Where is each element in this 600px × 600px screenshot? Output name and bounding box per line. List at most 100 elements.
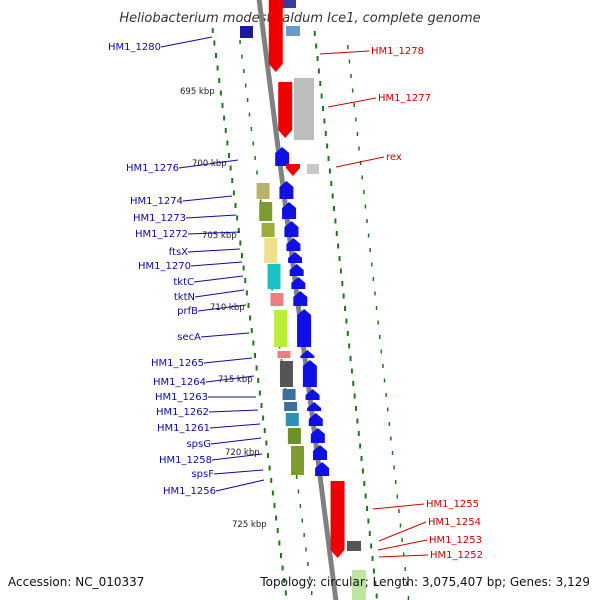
gc-tick	[218, 78, 221, 83]
scale-tick	[256, 170, 258, 175]
forward-arrow	[302, 360, 317, 387]
gene-label[interactable]: rex	[386, 152, 402, 163]
gene-block	[294, 78, 314, 140]
gc-tick	[375, 593, 378, 599]
gc-tick	[276, 528, 279, 533]
label-connector	[211, 453, 263, 461]
scale-tick	[375, 306, 378, 310]
scale-tick	[379, 335, 381, 339]
gene-label[interactable]: ftsX	[169, 247, 188, 258]
scale-tick	[243, 69, 245, 73]
gene-label[interactable]: HM1_1252	[430, 550, 483, 561]
gene-block	[270, 293, 284, 306]
scale-tick	[301, 518, 304, 523]
gene-label[interactable]: HM1_1277	[378, 93, 431, 104]
gc-tick	[245, 290, 248, 296]
gc-tick	[250, 328, 253, 333]
gc-tick	[344, 306, 347, 311]
gc-tick	[211, 28, 214, 33]
gene-label[interactable]: HM1_1272	[135, 229, 188, 240]
gene-label[interactable]: HM1_1254	[428, 517, 481, 528]
map-title: Heliobacterium modesticaldum Ice1, compl…	[119, 11, 480, 26]
scale-tick	[254, 156, 256, 160]
label-connector	[335, 156, 385, 168]
gc-tick	[337, 243, 340, 249]
gene-label[interactable]: HM1_1274	[130, 196, 183, 207]
scale-tick	[377, 320, 379, 325]
gene-label[interactable]: secA	[177, 332, 201, 343]
gene-label[interactable]: spsF	[191, 469, 214, 480]
gc-tick	[265, 440, 268, 446]
gene-label[interactable]: HM1_1280	[108, 42, 161, 53]
gc-tick	[317, 68, 320, 74]
gene-block	[285, 413, 299, 426]
label-connector	[185, 214, 237, 219]
scale-tick	[250, 127, 253, 131]
gene-label[interactable]: HM1_1258	[159, 455, 212, 466]
gc-tick	[244, 278, 247, 283]
gene-label[interactable]: HM1_1262	[156, 407, 209, 418]
scale-tick	[380, 349, 383, 354]
gc-tick	[320, 93, 323, 99]
gene-label[interactable]: prfB	[177, 306, 198, 317]
forward-arrow	[297, 309, 312, 347]
gene-label[interactable]: HM1_1270	[138, 261, 191, 272]
gc-tick	[237, 228, 240, 233]
label-connector	[203, 357, 253, 364]
gene-label[interactable]: HM1_1261	[157, 423, 210, 434]
gene-block	[256, 183, 270, 199]
gc-tick	[353, 393, 356, 399]
kbp-label: 715 kbp	[218, 375, 253, 385]
gene-label[interactable]: HM1_1276	[126, 163, 179, 174]
scale-tick	[295, 475, 298, 479]
gc-tick	[338, 256, 341, 261]
scale-tick	[260, 199, 262, 204]
gene-label[interactable]: HM1_1265	[151, 358, 204, 369]
gc-tick	[322, 106, 325, 111]
label-connector	[194, 289, 245, 298]
gene-label[interactable]: HM1_1255	[426, 499, 479, 510]
gene-label[interactable]: tktC	[173, 277, 194, 288]
scale-tick	[404, 567, 407, 571]
gc-tick	[252, 340, 255, 346]
scale-tick	[402, 552, 405, 557]
gc-tick	[271, 490, 274, 496]
forward-arrow	[312, 445, 327, 460]
scale-tick	[391, 451, 394, 455]
accession-text: Accession: NC_010337	[8, 575, 144, 589]
gc-tick	[242, 265, 245, 271]
gc-tick	[368, 531, 371, 536]
gene-label[interactable]: HM1_1273	[133, 213, 186, 224]
gc-tick	[345, 318, 348, 324]
gc-tick	[216, 65, 219, 71]
kbp-label: 695 kbp	[180, 87, 215, 97]
scale-tick	[363, 190, 365, 194]
gene-block	[264, 238, 278, 263]
label-connector	[377, 539, 428, 551]
gc-tick	[223, 115, 226, 121]
gc-tick	[315, 43, 318, 49]
gc-tick	[226, 140, 229, 146]
gene-block	[274, 310, 288, 347]
scale-tick	[348, 59, 351, 64]
gene-block	[282, 0, 296, 8]
gene-label[interactable]: spsG	[186, 439, 211, 450]
gc-tick	[357, 431, 360, 436]
scale-tick	[407, 596, 410, 600]
gc-tick	[284, 590, 287, 596]
gc-tick	[372, 568, 375, 574]
gene-label[interactable]: tktN	[174, 292, 195, 303]
gene-label[interactable]: HM1_1263	[155, 392, 208, 403]
label-connector	[208, 409, 259, 413]
kbp-label: 705 kbp	[202, 231, 237, 241]
gene-label[interactable]: HM1_1278	[371, 46, 424, 57]
gene-block	[267, 264, 281, 289]
label-connector	[200, 332, 250, 338]
gene-label[interactable]: HM1_1256	[163, 486, 216, 497]
label-connector	[190, 261, 243, 267]
gc-tick	[364, 493, 367, 499]
gene-label[interactable]: HM1_1264	[153, 377, 206, 388]
gc-tick	[330, 181, 333, 186]
gene-block	[277, 351, 291, 358]
gene-label[interactable]: HM1_1253	[429, 535, 482, 546]
